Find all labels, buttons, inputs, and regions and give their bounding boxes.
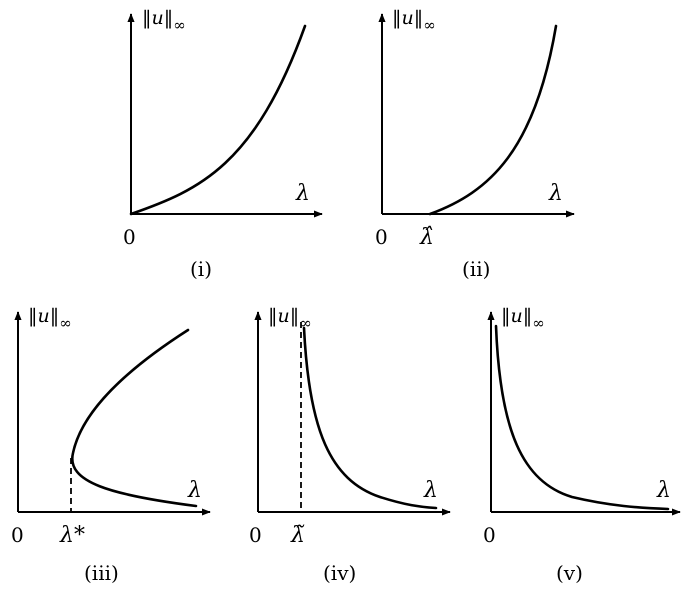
y-axis-label: ‖u‖∞: [392, 7, 436, 34]
solution-curve: [70, 328, 198, 508]
origin-label: 0: [249, 523, 262, 547]
x-axis-label: λ: [295, 181, 310, 206]
x-axis-label: λ: [423, 478, 438, 503]
x-axis-label: λ: [187, 478, 202, 503]
panel-caption: (i): [190, 257, 212, 281]
lambda-star-label: λ*: [59, 523, 85, 548]
lambda-tilde-label: λ̃: [290, 523, 305, 548]
panel-caption: (iv): [323, 561, 356, 585]
origin-label: 0: [375, 225, 388, 249]
x-axis-label: λ: [548, 181, 563, 206]
panel-ii: ‖u‖∞ λ 0 λ̂ (ii): [375, 7, 575, 281]
solution-curve: [302, 326, 438, 510]
panel-v: ‖u‖∞ λ 0 (v): [483, 305, 681, 585]
panel-caption: (v): [556, 561, 583, 585]
origin-label: 0: [11, 523, 24, 547]
panel-caption: (iii): [84, 561, 119, 585]
y-axis-label: ‖u‖∞: [268, 305, 312, 332]
origin-label: 0: [123, 225, 136, 249]
origin-label: 0: [483, 523, 496, 547]
panel-i: ‖u‖∞ λ 0 (i): [123, 7, 323, 281]
panel-iii: ‖u‖∞ λ 0 λ* (iii): [11, 305, 211, 585]
lambda-hat-label: λ̂: [419, 225, 434, 250]
y-axis-label: ‖u‖∞: [142, 7, 186, 34]
solution-curve: [428, 24, 558, 216]
x-axis-label: λ: [656, 478, 671, 503]
y-axis-label: ‖u‖∞: [501, 305, 545, 332]
solution-curve: [494, 324, 670, 511]
panel-caption: (ii): [462, 257, 490, 281]
y-axis-label: ‖u‖∞: [28, 305, 72, 332]
solution-curve: [129, 24, 307, 216]
panel-iv: ‖u‖∞ λ 0 λ̃ (iv): [249, 305, 451, 585]
